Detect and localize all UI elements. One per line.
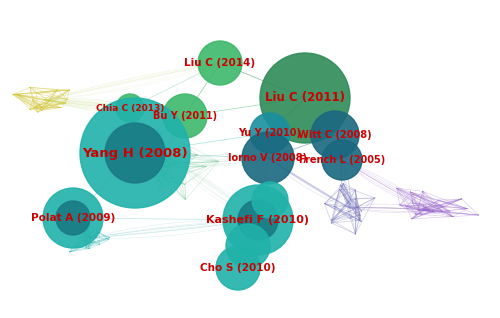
Text: Kashefi F (2010): Kashefi F (2010) xyxy=(206,215,310,225)
Circle shape xyxy=(252,182,288,218)
Text: Polat A (2009): Polat A (2009) xyxy=(31,213,115,223)
Text: Yang H (2008): Yang H (2008) xyxy=(82,147,188,160)
Text: Witt C (2008): Witt C (2008) xyxy=(298,130,372,140)
Circle shape xyxy=(116,94,144,122)
Text: Chia C (2013): Chia C (2013) xyxy=(96,103,164,113)
Circle shape xyxy=(322,140,362,180)
Circle shape xyxy=(80,98,190,208)
Text: Liu C (2014): Liu C (2014) xyxy=(184,58,256,68)
Circle shape xyxy=(56,201,90,235)
Circle shape xyxy=(198,41,242,85)
Circle shape xyxy=(242,132,294,184)
Text: French L (2005): French L (2005) xyxy=(299,155,385,165)
Circle shape xyxy=(250,113,290,153)
Text: Cho S (2010): Cho S (2010) xyxy=(200,263,276,273)
Circle shape xyxy=(216,246,260,290)
Circle shape xyxy=(163,94,207,138)
Circle shape xyxy=(238,200,278,240)
Circle shape xyxy=(260,53,350,143)
Circle shape xyxy=(43,188,103,248)
Circle shape xyxy=(226,224,270,268)
Text: Iorno V (2008): Iorno V (2008) xyxy=(228,153,308,163)
Text: Bu Y (2011): Bu Y (2011) xyxy=(153,111,217,121)
Circle shape xyxy=(105,123,165,183)
Circle shape xyxy=(223,185,293,255)
Text: Liu C (2011): Liu C (2011) xyxy=(265,92,345,105)
Circle shape xyxy=(311,111,359,159)
Text: Yu Y (2010): Yu Y (2010) xyxy=(238,128,302,138)
